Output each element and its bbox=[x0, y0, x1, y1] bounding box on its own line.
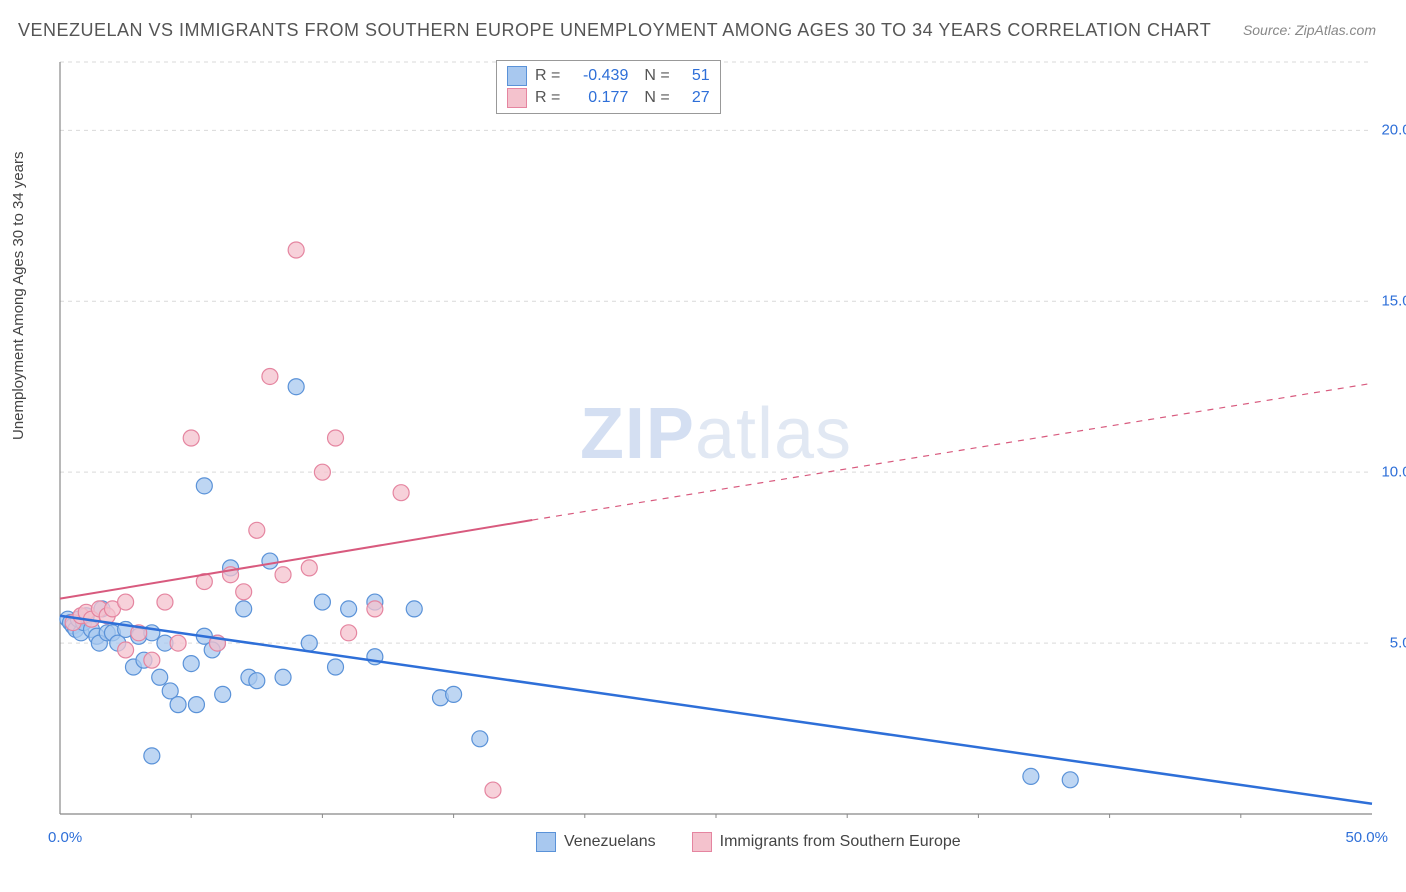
correlation-legend: R = -0.439 N = 51 R = 0.177 N = 27 bbox=[496, 60, 721, 114]
r-value: 0.177 bbox=[568, 89, 628, 107]
r-label: R = bbox=[535, 67, 560, 85]
legend-label: Venezuelans bbox=[564, 833, 656, 851]
legend-row: R = 0.177 N = 27 bbox=[507, 87, 710, 109]
y-tick-label: 15.0% bbox=[1381, 293, 1406, 310]
n-label: N = bbox=[644, 89, 669, 107]
x-origin-label: 0.0% bbox=[48, 829, 82, 846]
legend-item: Venezuelans bbox=[536, 832, 656, 852]
legend-row: R = -0.439 N = 51 bbox=[507, 65, 710, 87]
n-label: N = bbox=[644, 67, 669, 85]
legend-swatch bbox=[692, 832, 712, 852]
chart-area: ZIPatlas R = -0.439 N = 51 R = 0.177 N =… bbox=[56, 58, 1376, 818]
legend-swatch bbox=[507, 88, 527, 108]
y-tick-label: 5.0% bbox=[1390, 635, 1406, 652]
legend-label: Immigrants from Southern Europe bbox=[720, 833, 961, 851]
y-tick-label: 20.0% bbox=[1381, 122, 1406, 139]
legend-item: Immigrants from Southern Europe bbox=[692, 832, 961, 852]
series-legend: Venezuelans Immigrants from Southern Eur… bbox=[536, 832, 961, 852]
legend-swatch bbox=[536, 832, 556, 852]
chart-title: VENEZUELAN VS IMMIGRANTS FROM SOUTHERN E… bbox=[18, 20, 1211, 41]
n-value: 27 bbox=[678, 89, 710, 107]
r-value: -0.439 bbox=[568, 67, 628, 85]
legend-swatch bbox=[507, 66, 527, 86]
y-tick-label: 10.0% bbox=[1381, 464, 1406, 481]
source-attribution: Source: ZipAtlas.com bbox=[1243, 22, 1376, 38]
n-value: 51 bbox=[678, 67, 710, 85]
y-axis-label: Unemployment Among Ages 30 to 34 years bbox=[10, 151, 27, 440]
scatter-chart bbox=[56, 58, 1376, 818]
r-label: R = bbox=[535, 89, 560, 107]
x-max-label: 50.0% bbox=[1345, 829, 1388, 846]
